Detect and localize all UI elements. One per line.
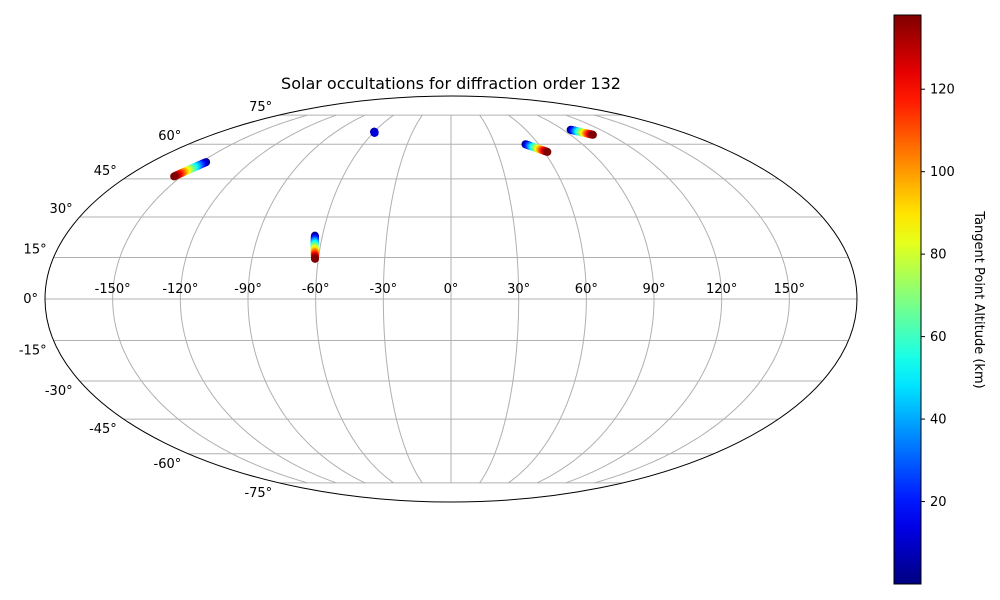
map-boundary — [44, 95, 858, 503]
colorbar-tick-label: 100 — [930, 165, 955, 180]
latitude-tick-label: -30° — [45, 384, 73, 399]
longitude-tick-label: 150° — [774, 282, 805, 297]
latitude-tick-label: 15° — [24, 242, 47, 257]
colorbar-tick-label: 120 — [930, 83, 955, 98]
longitude-tick-label: 90° — [642, 282, 665, 297]
occultation-point — [543, 147, 552, 156]
occultation-tracks — [170, 125, 597, 263]
latitude-tick-label: -45° — [89, 422, 117, 437]
longitude-tick-label: 120° — [706, 282, 737, 297]
occultation-point — [311, 254, 320, 263]
latitude-tick-label: 30° — [50, 202, 73, 217]
colorbar-tick-label: 20 — [930, 495, 947, 510]
latitude-tick-label: -60° — [154, 457, 182, 472]
colorbar-label: Tangent Point Altitude (km) — [971, 210, 986, 388]
map-grid — [45, 114, 857, 484]
colorbar-tick-label: 60 — [930, 330, 947, 345]
longitude-tick-label: -120° — [162, 282, 198, 297]
longitude-tick-label: -90° — [234, 282, 262, 297]
colorbar-tick-label: 80 — [930, 248, 947, 263]
latitude-tick-label: 45° — [94, 164, 117, 179]
colorbar-tick-label: 40 — [930, 413, 947, 428]
colorbar: 20 40 60 80 100 120 — [893, 14, 955, 585]
chart-title: Solar occultations for diffraction order… — [281, 74, 621, 93]
colorbar-gradient — [893, 14, 922, 585]
latitude-tick-label: -75° — [244, 486, 272, 501]
longitude-tick-label: 30° — [507, 282, 530, 297]
longitude-tick-label: -150° — [95, 282, 131, 297]
latitude-tick-labels: 75° 60° 45° 30° 15° 0° -15° -30° -45° -60° -75° — [19, 100, 272, 501]
latitude-tick-label: -15° — [19, 344, 47, 359]
longitude-tick-label: -60° — [302, 282, 330, 297]
longitude-tick-labels: -150° -120° -90° -60° -30° 0° 30° 60° 90° 120° 150… — [95, 282, 805, 297]
occultation-point — [170, 172, 179, 181]
latitude-tick-label: 0° — [23, 292, 38, 307]
longitude-tick-label: -30° — [369, 282, 397, 297]
latitude-tick-label: 75° — [249, 100, 272, 115]
occultation-point — [588, 130, 597, 139]
occultation-point — [370, 128, 379, 137]
longitude-tick-label: 60° — [575, 282, 598, 297]
latitude-tick-label: 60° — [158, 129, 181, 144]
longitude-tick-label: 0° — [444, 282, 459, 297]
